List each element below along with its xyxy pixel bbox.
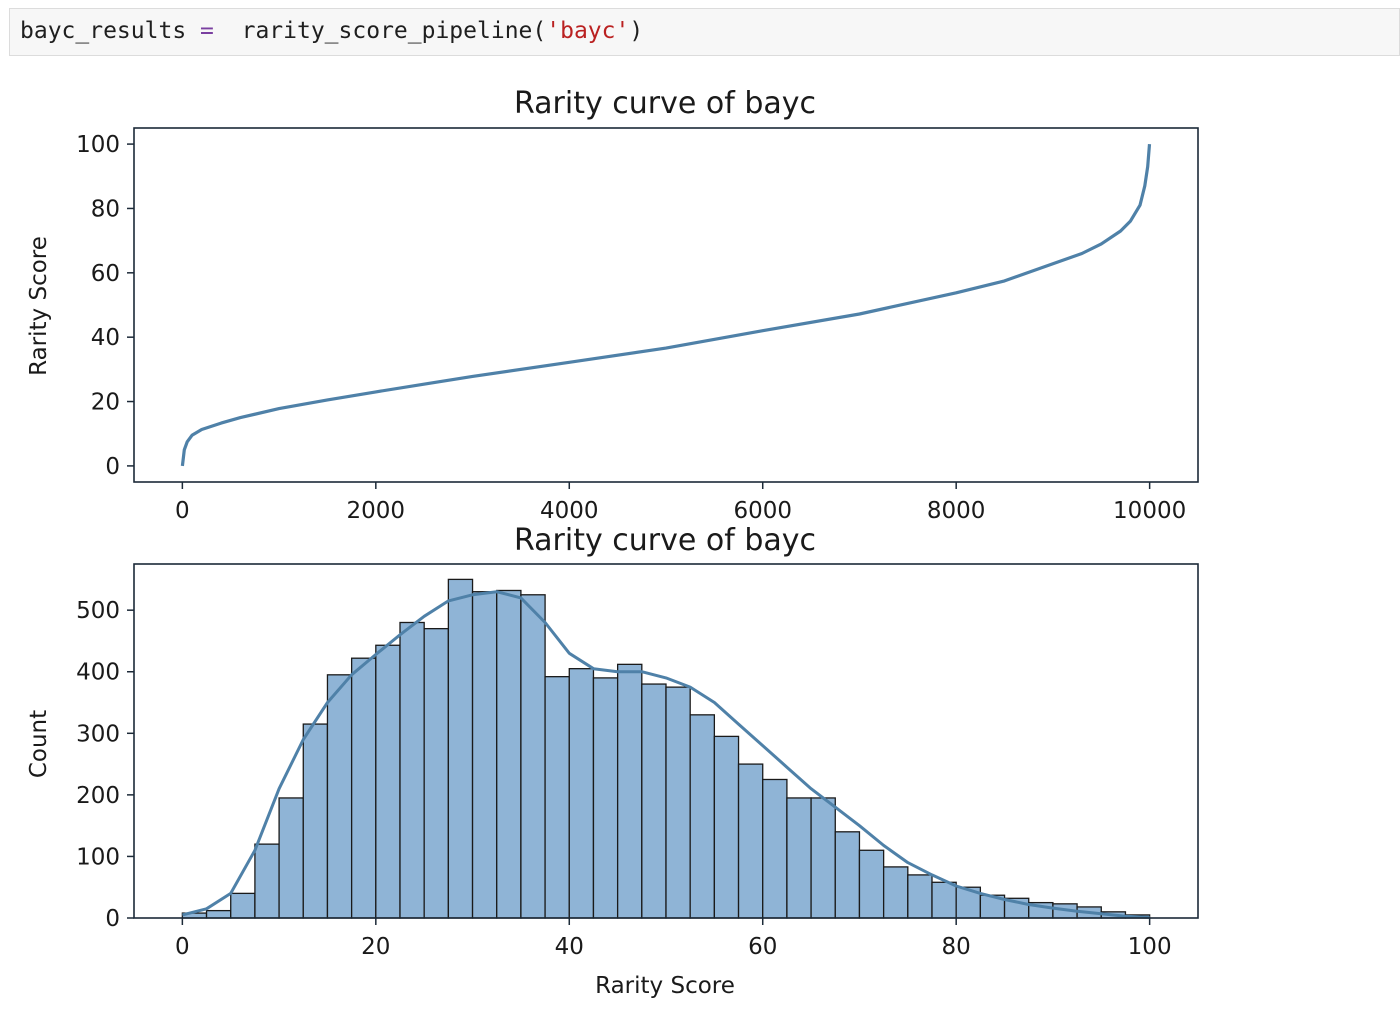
histogram-bar-24: [762, 778, 788, 919]
chart2-ytick-label-0: 0: [105, 906, 120, 932]
chart1-ytick-label-3: 60: [91, 261, 120, 287]
histogram-bar-29: [882, 866, 909, 919]
chart2-xlabel: Rarity Score: [595, 973, 735, 999]
rarity-histogram-chart: Rarity curve of bayc Count Rarity Score …: [26, 523, 1199, 999]
histogram-bar-7: [350, 657, 377, 919]
chart2-xtick-label-3: 60: [748, 934, 777, 960]
histogram-bar-15: [544, 676, 570, 919]
chart2-xtick-label-2: 40: [555, 934, 584, 960]
code-argument: 'bayc': [546, 18, 630, 44]
histogram-bar-10: [423, 627, 450, 919]
histogram-bar-22: [713, 735, 740, 919]
histogram-bar-6: [326, 674, 353, 919]
chart1-ylabel: Rarity Score: [26, 236, 52, 376]
chart2-xtick-label-0: 0: [175, 934, 190, 960]
histogram-bar-25: [786, 797, 812, 919]
chart2-xtick-label-1: 20: [361, 934, 390, 960]
histogram-bar-5: [302, 723, 329, 919]
histogram-bar-9: [399, 621, 425, 919]
histogram-bar-11: [447, 578, 474, 919]
histogram-bar-20: [665, 686, 691, 919]
histogram-bar-13: [496, 589, 522, 919]
rarity-curve-line-chart: Rarity curve of bayc Rarity Score 0 2000 4…: [26, 86, 1199, 524]
chart2-xtick-label-5: 100: [1128, 934, 1172, 960]
histogram-bar-28: [858, 849, 885, 919]
histogram-bar-16: [568, 668, 595, 919]
chart1-xtick-label-2: 4000: [540, 498, 599, 524]
code-function-name: rarity_score_pipeline: [241, 18, 533, 44]
chart2-xtick-label-4: 80: [942, 934, 971, 960]
histogram-bar-1: [205, 909, 232, 919]
chart2-ytick-label-5: 500: [76, 598, 120, 624]
chart1-ytick-label-5: 100: [76, 132, 120, 158]
histogram-bar-19: [641, 683, 667, 919]
code-variable: bayc_results: [20, 18, 187, 44]
chart1-xtick-label-1: 2000: [347, 498, 406, 524]
chart2-title: Rarity curve of bayc: [514, 523, 816, 558]
histogram-bar-8: [375, 644, 401, 919]
chart1-series-line: [180, 143, 1152, 467]
chart2-kde-curve: [182, 590, 1150, 919]
histogram-bar-30: [907, 874, 933, 919]
chart1-ytick-label-0: 0: [105, 454, 120, 480]
histogram-bar-3: [254, 843, 280, 919]
histogram-bar-14: [520, 594, 546, 919]
chart2-ylabel: Count: [26, 710, 52, 778]
histogram-bar-26: [810, 797, 836, 919]
chart1-title: Rarity curve of bayc: [514, 86, 816, 121]
histogram-bar-4: [278, 797, 304, 919]
chart2-ytick-label-2: 200: [76, 783, 120, 809]
histogram-bar-12: [471, 591, 498, 919]
histogram-bar-21: [689, 714, 716, 919]
code-operator: =: [200, 18, 214, 44]
chart1-xtick-label-5: 10000: [1113, 498, 1186, 524]
code-line: bayc_results = rarity_score_pipeline('ba…: [20, 18, 644, 44]
chart2-axes-frame: [133, 563, 1199, 919]
histogram-bar-31: [931, 881, 957, 919]
chart2-ytick-label-4: 400: [76, 660, 120, 686]
histogram-bar-23: [737, 763, 764, 919]
histogram-bar-18: [616, 663, 643, 919]
code-cell[interactable]: bayc_results = rarity_score_pipeline('ba…: [9, 8, 1400, 56]
chart1-ytick-label-4: 80: [91, 196, 120, 222]
chart1-xtick-label-4: 8000: [927, 498, 986, 524]
histogram-bar-27: [834, 831, 861, 919]
histogram-bar-2: [230, 892, 256, 919]
chart1-axes-frame: [133, 127, 1199, 483]
chart1-xtick-label-3: 6000: [733, 498, 792, 524]
chart2-ytick-label-3: 300: [76, 721, 120, 747]
histogram-bar-17: [592, 677, 619, 919]
chart1-ytick-label-2: 40: [91, 325, 120, 351]
chart1-ytick-label-1: 20: [91, 390, 120, 416]
chart2-ytick-label-1: 100: [76, 844, 120, 870]
chart1-xtick-label-0: 0: [175, 498, 190, 524]
